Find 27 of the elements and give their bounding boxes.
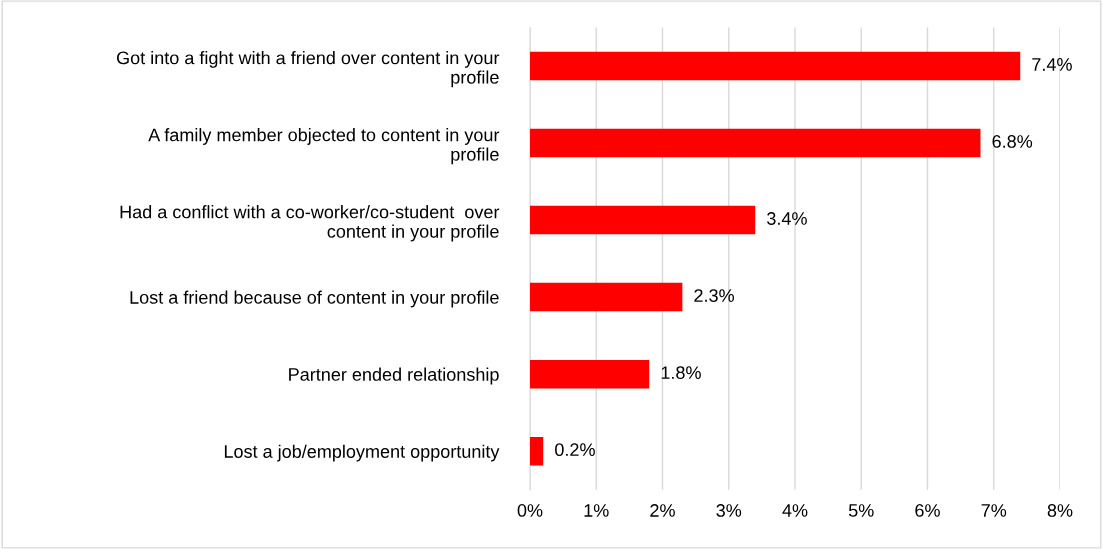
bar xyxy=(529,51,1021,81)
bar xyxy=(529,282,683,312)
x-tick-label: 3% xyxy=(716,504,742,517)
bar xyxy=(529,128,981,158)
data-label: 0.2% xyxy=(555,443,595,457)
x-tick-label: 0% xyxy=(517,504,543,517)
data-label: 1.8% xyxy=(661,366,701,379)
y-tick-label: Lost a friend because of content in your profile xyxy=(130,290,499,308)
x-tick-label: 6% xyxy=(915,504,940,517)
y-tick-label: Partner ended relationship xyxy=(289,367,499,385)
x-tick-label: 8% xyxy=(1047,504,1073,517)
bar xyxy=(529,436,544,466)
data-label: 7.4% xyxy=(1032,58,1072,71)
y-tick-label: Had a conflict with a co-worker/co-student over content in your profile xyxy=(120,205,500,242)
x-tick-label: 1% xyxy=(584,504,609,517)
x-tick-label: 4% xyxy=(782,504,808,517)
y-tick-label: Got into a fight with a friend over content in your profile xyxy=(116,51,500,88)
data-label: 3.4% xyxy=(767,212,807,225)
bar xyxy=(529,359,650,389)
data-label: 6.8% xyxy=(992,135,1033,148)
x-tick-label: 2% xyxy=(650,504,675,517)
x-tick-label: 7% xyxy=(981,504,1007,517)
y-tick-label: Lost a job/employment opportunity xyxy=(224,444,500,462)
bar xyxy=(529,205,756,235)
data-label: 2.3% xyxy=(694,289,734,302)
x-tick-label: 5% xyxy=(848,504,874,517)
y-tick-label: A family member objected to content in your profile xyxy=(148,128,500,165)
